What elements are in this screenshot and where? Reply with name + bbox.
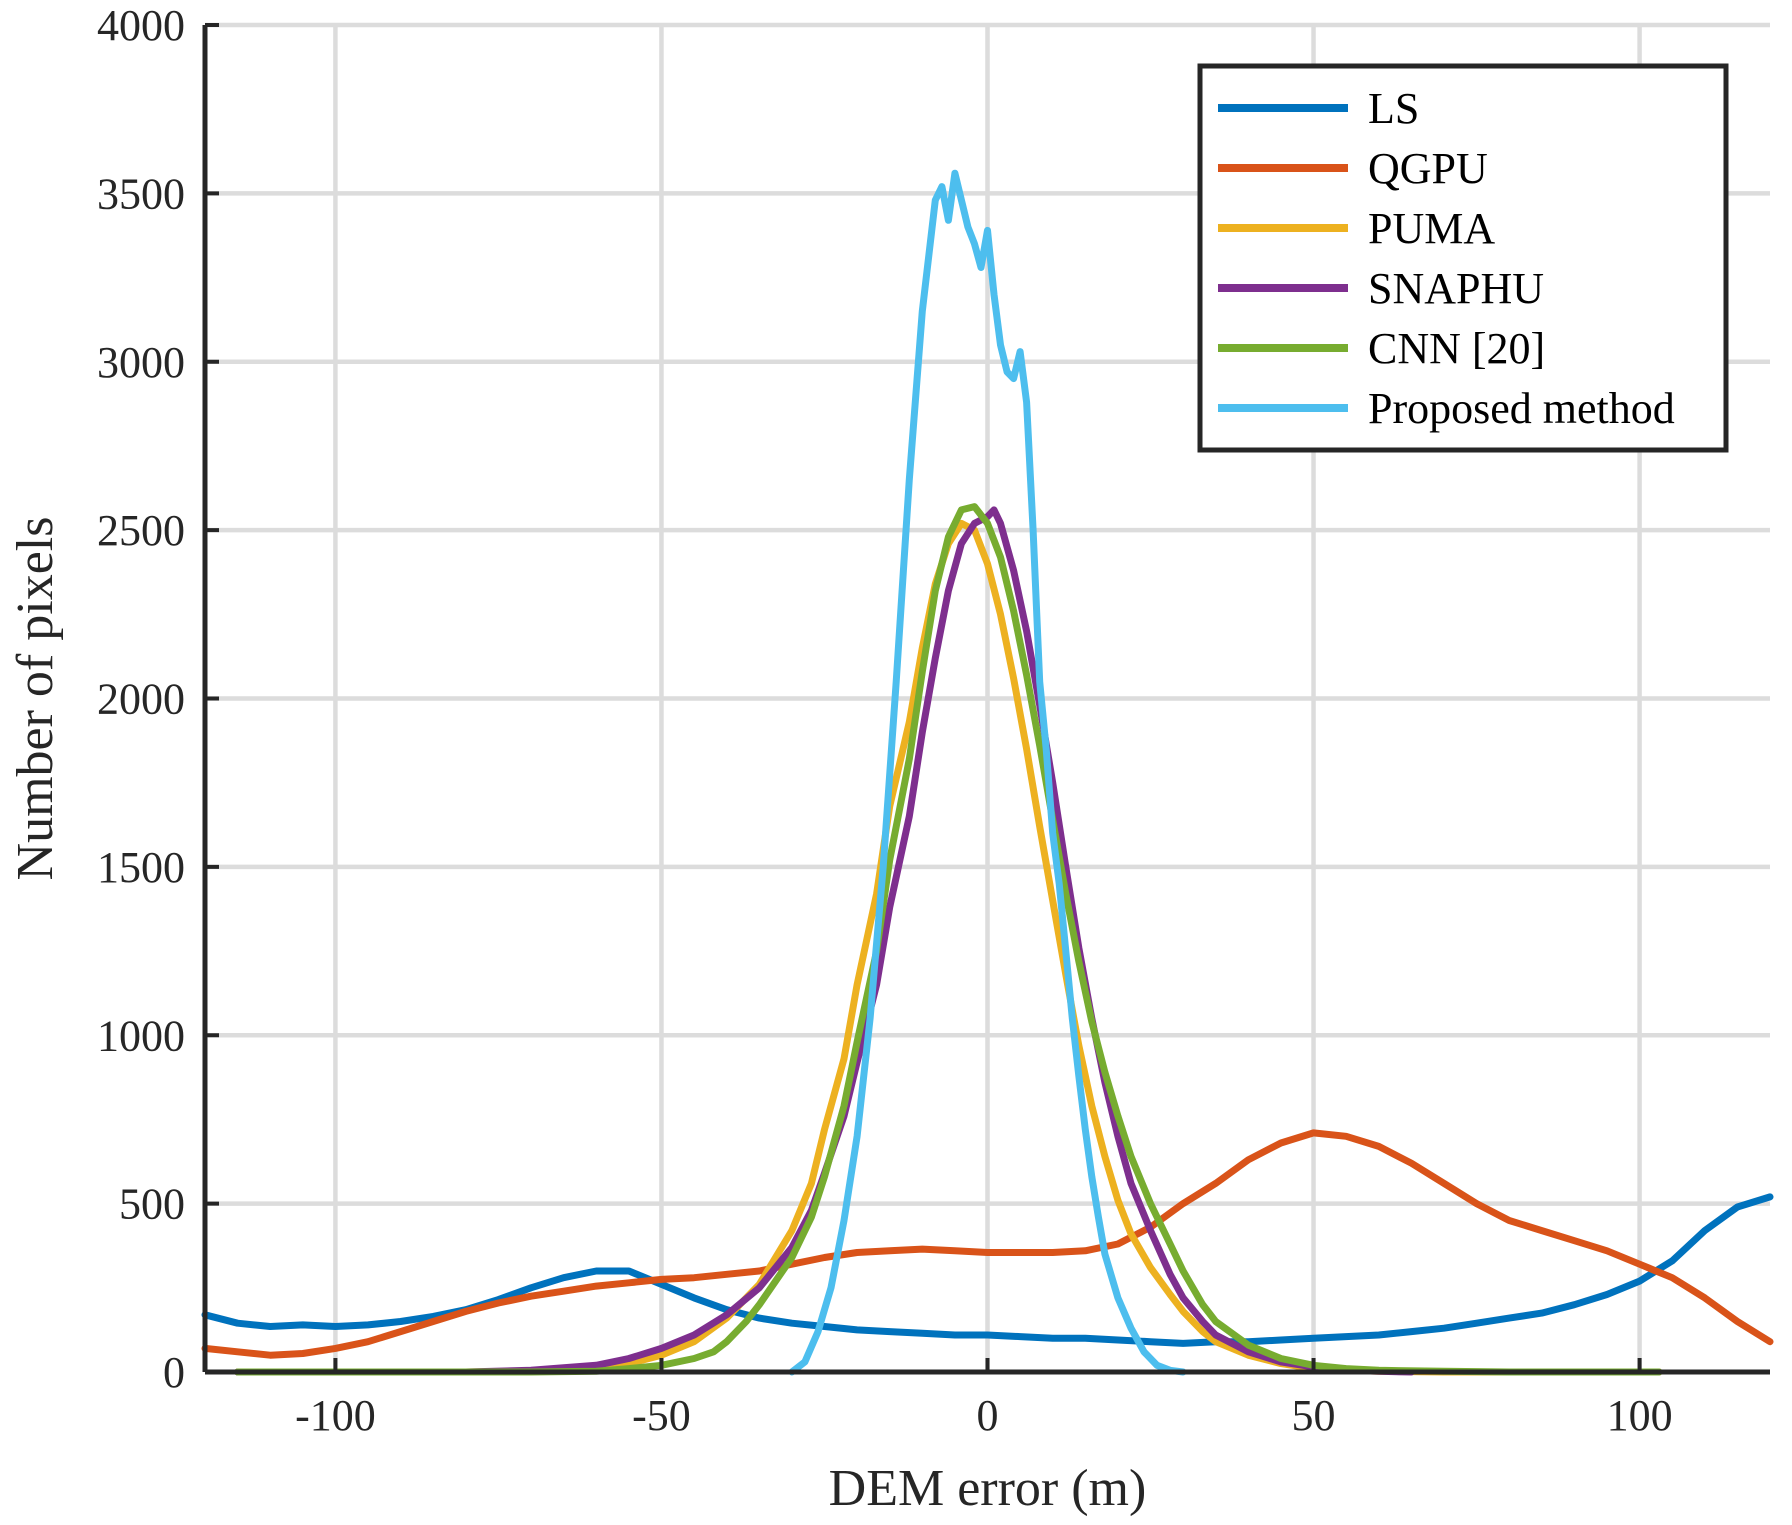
y-tick-label-4: 2000 bbox=[97, 675, 185, 724]
y-tick-label-5: 2500 bbox=[97, 506, 185, 555]
legend-label-4: CNN [20] bbox=[1368, 324, 1545, 373]
y-tick-label-2: 1000 bbox=[97, 1011, 185, 1060]
y-tick-label-3: 1500 bbox=[97, 843, 185, 892]
series-line-1 bbox=[201, 1129, 1774, 1359]
legend-label-3: SNAPHU bbox=[1368, 264, 1544, 313]
legend-label-1: QGPU bbox=[1368, 144, 1488, 193]
legend-label-0: LS bbox=[1368, 84, 1419, 133]
x-tick-label-0: -100 bbox=[295, 1391, 376, 1440]
series-line-2 bbox=[234, 519, 1663, 1376]
legend: LS QGPU PUMA SNAPHU CNN [20] Proposed method bbox=[1197, 63, 1729, 453]
axes bbox=[202, 23, 1770, 1375]
x-tick-label-2: 0 bbox=[977, 1391, 999, 1440]
tick-labels: -100 -50 0 50 100050010001500200025003000350… bbox=[97, 1, 1673, 1440]
legend-label-2: PUMA bbox=[1368, 204, 1495, 253]
series-line-5 bbox=[788, 169, 1187, 1376]
y-axis-label: Number of pixels bbox=[7, 517, 64, 881]
x-axis-label: DEM error (m) bbox=[829, 1460, 1147, 1517]
y-tick-label-7: 3500 bbox=[97, 169, 185, 218]
y-tick-label-8: 4000 bbox=[97, 1, 185, 50]
legend-box bbox=[1197, 63, 1729, 453]
x-tick-label-4: 100 bbox=[1607, 1391, 1673, 1440]
series-line-4 bbox=[234, 503, 1663, 1376]
y-tick-label-1: 500 bbox=[119, 1180, 185, 1229]
legend-label-5: Proposed method bbox=[1368, 384, 1675, 433]
x-tick-label-3: 50 bbox=[1292, 1391, 1336, 1440]
x-tick-label-1: -50 bbox=[632, 1391, 691, 1440]
y-tick-label-0: 0 bbox=[163, 1348, 185, 1397]
series-lines bbox=[201, 169, 1774, 1376]
y-tick-label-6: 3000 bbox=[97, 338, 185, 387]
